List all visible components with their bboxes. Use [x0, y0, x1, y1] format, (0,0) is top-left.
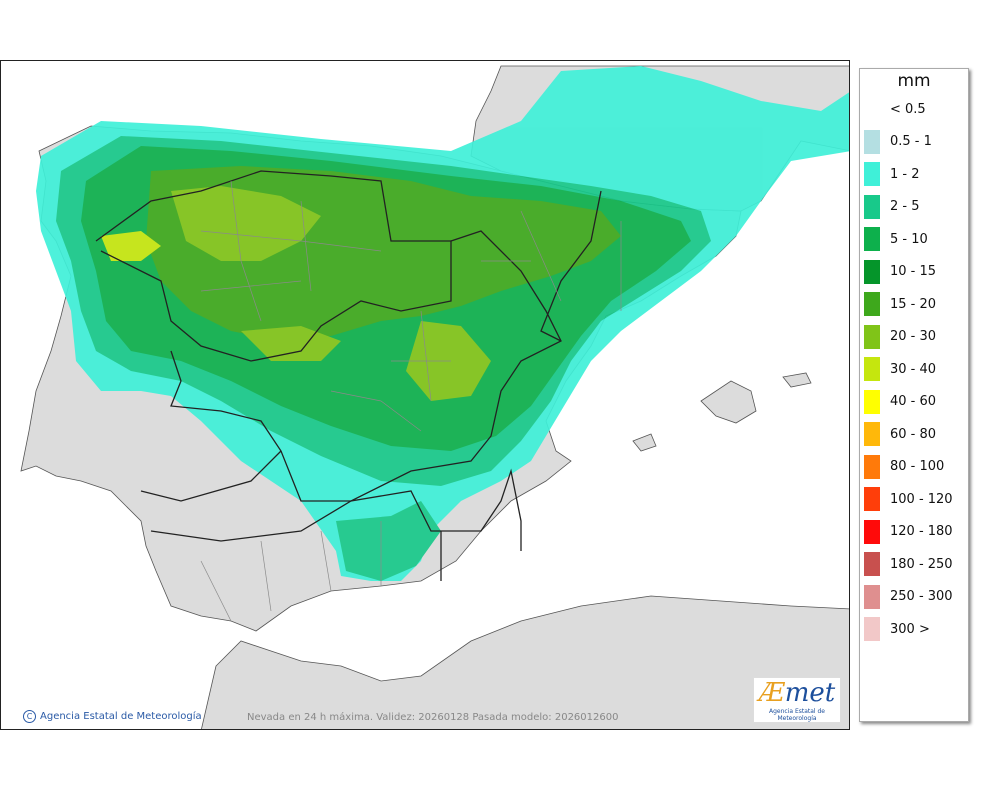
- legend-label: 10 - 15: [890, 264, 937, 279]
- legend-swatch: [864, 227, 880, 251]
- north-africa-land: [201, 595, 849, 729]
- legend-swatch: [864, 259, 880, 284]
- border-line: [150, 468, 522, 551]
- legend-row: 40 - 60: [864, 389, 937, 414]
- legend-row: 300 >: [864, 617, 930, 641]
- snowfall-map: [20, 65, 849, 729]
- legend-swatch: [864, 617, 880, 641]
- legend-row: 15 - 20: [864, 292, 936, 316]
- credit-line: C Agencia Estatal de Meteorología: [23, 710, 202, 723]
- legend-swatch: [864, 129, 880, 154]
- legend-label: 5 - 10: [890, 231, 928, 247]
- legend-swatch: [864, 584, 880, 609]
- legend-label: 120 - 180: [890, 524, 953, 539]
- credit-text: Agencia Estatal de Meteorología: [40, 711, 202, 722]
- legend-row: 2 - 5: [864, 194, 920, 219]
- legend-label: < 0.5: [890, 101, 926, 117]
- copyright-icon: C: [23, 710, 36, 723]
- legend-swatch: [864, 519, 880, 544]
- snow-zone-30-40mm: [101, 231, 161, 261]
- map-panel: C Agencia Estatal de Meteorología Nevada…: [0, 60, 850, 730]
- map-caption: Nevada en 24 h máxima. Validez: 20260128…: [247, 712, 619, 723]
- legend-swatch: [864, 422, 880, 446]
- legend-label: 300 >: [890, 621, 930, 637]
- legend-swatch: [864, 194, 880, 219]
- border-line: [95, 170, 452, 362]
- snowfall-shading: [36, 66, 849, 581]
- legend-label: 1 - 2: [890, 166, 920, 182]
- region-borders: [95, 170, 602, 581]
- legend-swatch: [864, 324, 880, 349]
- legend-label: 250 - 300: [890, 589, 953, 604]
- legend-label: 20 - 30: [890, 329, 937, 344]
- legend-label: 180 - 250: [890, 556, 953, 572]
- logo-word-b: met: [784, 678, 836, 708]
- border-line: [170, 230, 562, 502]
- legend-swatch: [864, 292, 880, 316]
- legend-label: 80 - 100: [890, 459, 945, 474]
- legend-row: < 0.5: [864, 97, 926, 121]
- legend-row: 0.5 - 1: [864, 129, 932, 154]
- legend-label: 60 - 80: [890, 426, 937, 442]
- province-line: [481, 210, 622, 311]
- legend-swatch: [864, 162, 880, 186]
- legend-row: 100 - 120: [864, 487, 953, 511]
- snow-zone-20-30mm-c: [241, 326, 341, 361]
- legend-label: 0.5 - 1: [890, 134, 932, 149]
- mallorca-island: [700, 380, 757, 424]
- aemet-logo-word: Æmet: [754, 678, 840, 708]
- province-line: [330, 310, 451, 432]
- legend-swatch: [864, 389, 880, 414]
- legend-row: 10 - 15: [864, 259, 937, 284]
- legend-row: 80 - 100: [864, 454, 945, 479]
- menorca-island: [782, 372, 812, 388]
- legend-swatch: [864, 97, 880, 121]
- aemet-logo: Æmet Agencia Estatal de Meteorología: [753, 677, 841, 723]
- border-line: [140, 450, 282, 502]
- legend-row: 250 - 300: [864, 584, 953, 609]
- ibiza-island: [632, 433, 657, 452]
- snow-zone-20-30mm: [171, 186, 321, 261]
- legend-swatch: [864, 552, 880, 576]
- legend-row: 1 - 2: [864, 162, 920, 186]
- legend-swatch: [864, 357, 880, 381]
- legend-row: 20 - 30: [864, 324, 937, 349]
- logo-word-a: Æ: [758, 678, 785, 708]
- legend-label: 2 - 5: [890, 199, 920, 214]
- logo-subtitle: Agencia Estatal de Meteorología: [768, 708, 825, 722]
- legend-label: 40 - 60: [890, 394, 937, 409]
- legend-row: 180 - 250: [864, 552, 953, 576]
- legend-row: 5 - 10: [864, 227, 928, 251]
- legend-row: 30 - 40: [864, 357, 936, 381]
- province-line: [200, 521, 382, 622]
- province-borders: [200, 180, 622, 622]
- legend-row: 120 - 180: [864, 519, 953, 544]
- legend-panel: mm < 0.5 0.5 - 1 1 - 2 2 - 5 5 - 10 10 - 15 15…: [859, 68, 969, 722]
- snow-zone-sierra-nevada: [336, 501, 441, 581]
- province-line: [200, 180, 382, 322]
- legend-row: 60 - 80: [864, 422, 936, 446]
- border-line: [540, 190, 602, 342]
- legend-label: 15 - 20: [890, 296, 937, 312]
- legend-unit: mm: [897, 71, 931, 91]
- legend-swatch: [864, 487, 880, 511]
- legend-label: 100 - 120: [890, 491, 953, 507]
- legend-swatch: [864, 454, 880, 479]
- legend-label: 30 - 40: [890, 361, 937, 377]
